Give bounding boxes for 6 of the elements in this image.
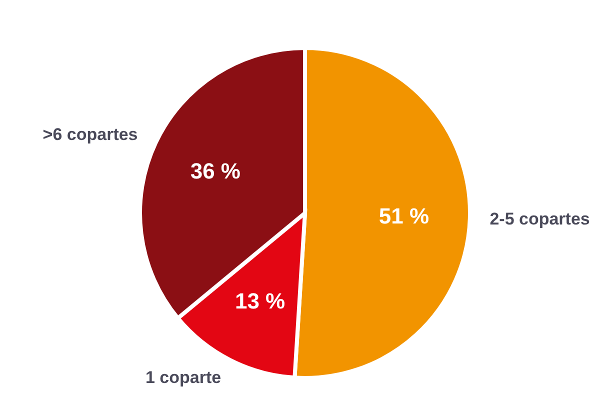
data-label: 36 % [190,158,240,184]
data-label: 51 % [378,204,430,229]
slice-label: 1 coparte [146,368,222,388]
slice-label: >6 copartes [42,124,138,144]
slice-label: 2-5 copartes [490,209,590,228]
data-label: 13 % [234,288,286,314]
